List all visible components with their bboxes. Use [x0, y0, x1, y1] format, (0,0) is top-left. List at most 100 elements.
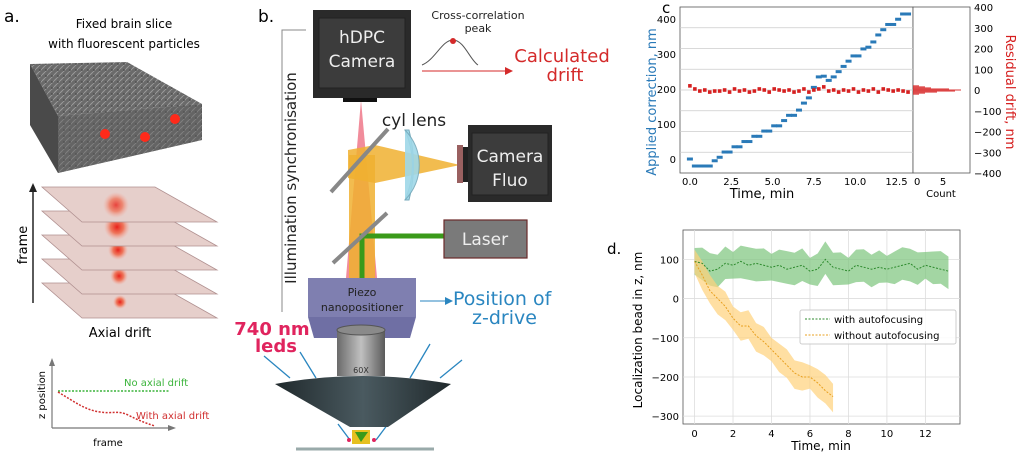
fluo-camera-label-1: Camera — [477, 147, 544, 167]
band-with-autofocusing — [694, 241, 949, 290]
with-drift-line — [57, 391, 156, 427]
residual-drift-point — [757, 87, 762, 91]
panel-a-label: a. — [4, 7, 20, 27]
applied-correction-point — [805, 96, 812, 100]
residual-drift-point — [767, 90, 772, 94]
d-xtick: 6 — [807, 429, 813, 440]
residual-drift-point — [707, 90, 712, 94]
c-ytick-left: 300 — [657, 50, 676, 61]
c-xtick: 0.0 — [682, 177, 698, 188]
d-ylabel: Localization bead in z, nm — [631, 252, 645, 409]
panel-c-label: c — [662, 0, 670, 17]
panel-a-title-1: Fixed brain slice — [76, 17, 172, 31]
applied-correction-point — [840, 64, 847, 68]
calculated-drift-label-1: Calculated — [514, 46, 610, 67]
z-position-mini-plot: z position frame No axial drift With axi… — [37, 358, 209, 449]
residual-drift-point — [762, 88, 767, 92]
fluorescent-particle — [140, 132, 150, 142]
residual-drift-point — [698, 89, 702, 93]
mini-plot-xlabel: frame — [93, 438, 123, 449]
applied-correction-point — [726, 150, 733, 154]
legend-label-with: with autofocusing — [834, 315, 923, 326]
led-dome — [275, 376, 451, 427]
applied-correction-point — [865, 45, 872, 49]
position-label-1: Position of — [453, 288, 553, 310]
applied-correction-point — [691, 164, 698, 168]
c-ylabel-left: Applied correction, nm — [645, 28, 660, 176]
c-ytick-right: −200 — [974, 128, 1001, 139]
d-xtick: 2 — [730, 429, 736, 440]
residual-drift-point — [826, 89, 831, 93]
chart-d: d. 0 2 4 6 8 10 12 100 0 −100 −200 −300 Localizatio… — [607, 229, 961, 453]
residual-drift-point — [742, 88, 747, 92]
residual-drift-point — [831, 88, 836, 92]
cross-correlation-label-1: Cross-correlation — [431, 9, 524, 22]
sync-bracket — [281, 29, 306, 312]
c-xtick: 5.0 — [765, 177, 781, 188]
applied-correction-point — [761, 129, 768, 133]
residual-drift-point — [876, 90, 881, 94]
applied-correction-point — [751, 134, 758, 138]
mini-plot-ylabel: z position — [37, 371, 48, 419]
c-ytick-right: 0 — [974, 86, 980, 97]
line-with-autofocusing — [694, 258, 949, 272]
histogram-bar — [913, 92, 925, 94]
applied-correction-point — [875, 33, 882, 37]
leds-label-2: leds — [255, 336, 297, 357]
d-ytick: −300 — [652, 412, 679, 423]
residual-drift-point — [787, 88, 791, 92]
residual-drift-point — [891, 89, 895, 93]
applied-correction-point — [835, 70, 842, 74]
c-xtick: 7.5 — [806, 177, 822, 188]
c-xlabel: Time, min — [729, 187, 795, 202]
d-ytick: −200 — [652, 373, 679, 384]
d-xtick: 0 — [691, 429, 697, 440]
residual-drift-point — [861, 88, 866, 92]
c-ytick-right: 300 — [974, 24, 993, 35]
c-ytick-right: 200 — [974, 45, 993, 56]
applied-correction-point — [766, 129, 773, 133]
applied-correction-point — [721, 150, 728, 154]
fluorescent-particle — [100, 129, 110, 139]
residual-drift-point — [732, 87, 737, 91]
with-drift-label: With axial drift — [136, 411, 209, 422]
residual-drift-point — [851, 87, 856, 91]
residual-drift-point — [856, 90, 861, 94]
residual-drift-point — [821, 85, 826, 89]
residual-drift-point — [881, 87, 886, 91]
applied-correction-point — [800, 101, 807, 105]
c-ytick-right: −400 — [974, 169, 1001, 180]
applied-correction-point — [731, 145, 738, 149]
position-label-2: z-drive — [472, 307, 537, 329]
residual-drift-point — [871, 87, 876, 91]
residual-drift-point — [737, 89, 742, 93]
panel-a: a. Fixed brain slice with fluorescent pa… — [4, 7, 219, 449]
residual-drift-point — [896, 88, 900, 92]
panel-a-title-2: with fluorescent particles — [48, 37, 200, 51]
c-ytick-right: 400 — [974, 3, 993, 14]
d-xtick: 8 — [845, 429, 851, 440]
residual-drift-point — [747, 90, 752, 94]
residual-drift-point — [836, 90, 841, 94]
applied-correction-point — [830, 75, 837, 79]
applied-correction-point — [791, 113, 798, 117]
d-xtick: 10 — [881, 429, 894, 440]
fluo-camera: Camera Fluo — [457, 125, 552, 202]
applied-correction-point — [781, 119, 788, 123]
residual-drift-point — [807, 90, 811, 94]
residual-drift-point — [792, 90, 796, 94]
piezo-label-2: nanopositioner — [321, 301, 404, 314]
hdpc-camera-label-1: hDPC — [339, 28, 385, 48]
applied-correction-point — [706, 164, 713, 168]
c-xtick: 12.5 — [885, 177, 907, 188]
applied-correction-point — [850, 54, 857, 58]
applied-correction-point — [860, 47, 867, 51]
d-xtick: 4 — [768, 429, 774, 440]
frame-arrow-icon — [29, 183, 37, 303]
cross-correlation-label-2: peak — [465, 22, 492, 35]
panel-b-label: b. — [258, 7, 274, 27]
panel-b: b. Illumination synchronisation cyl lens… — [234, 7, 610, 451]
peak-marker — [450, 38, 456, 44]
residual-drift-point — [688, 84, 692, 88]
applied-correction-point — [786, 113, 793, 117]
